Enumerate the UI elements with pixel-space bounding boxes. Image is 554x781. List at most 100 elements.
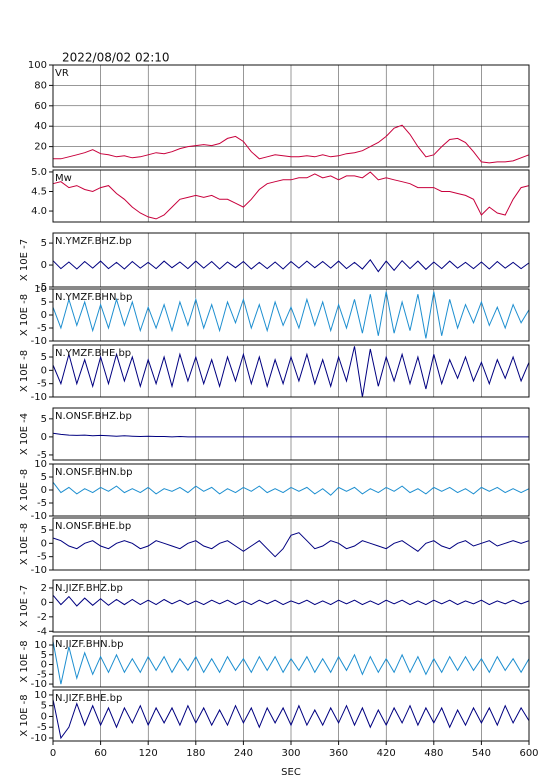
x-tick-label: 240	[234, 748, 253, 759]
waveform-trace	[52, 346, 530, 398]
y-tick-label: 10	[34, 640, 47, 651]
panel-frame	[52, 517, 530, 571]
waveform-trace	[52, 481, 530, 496]
y-tick-label: 0	[41, 660, 47, 671]
panel-label: Mw	[55, 173, 72, 184]
y-tick-label: -10	[31, 336, 47, 347]
y-tick-label: -5	[37, 722, 47, 733]
y-tick-label: 20	[34, 142, 47, 153]
y-tick-label: -5	[37, 498, 47, 509]
y-axis-label: X 10E -7	[19, 239, 30, 281]
y-tick-label: -5	[37, 323, 47, 334]
y-tick-label: 0	[41, 260, 47, 271]
y-axis-label: X 10E -8	[19, 469, 30, 511]
y-tick-label: -5	[37, 379, 47, 390]
y-tick-label: 5.0	[31, 167, 47, 178]
y-axis-label: X 10E -8	[19, 294, 30, 336]
y-tick-label: 5	[41, 352, 47, 363]
y-tick-label: 4.0	[31, 206, 47, 217]
y-axis-label: X 10E -8	[19, 694, 30, 736]
panel-frame	[52, 232, 530, 288]
y-tick-label: -10	[31, 733, 47, 744]
waveform-trace	[52, 171, 530, 220]
y-tick-label: 10	[34, 459, 47, 470]
panel-frame	[52, 344, 530, 398]
y-tick-label: 80	[34, 80, 47, 91]
y-tick-label: 5	[41, 650, 47, 661]
y-tick-label: -5	[37, 669, 47, 680]
panel-frame	[52, 463, 530, 517]
panel-label: N.ONSF.BHZ.bp	[55, 411, 132, 422]
y-tick-label: 5	[41, 701, 47, 712]
y-tick-label: 0	[41, 538, 47, 549]
waveform-trace	[52, 699, 530, 740]
y-tick-label: 5	[41, 525, 47, 536]
y-tick-label: 60	[34, 101, 47, 112]
panel-frame	[52, 169, 530, 223]
y-tick-label: -4	[37, 626, 47, 637]
panel-label: N.YMZF.BHZ.bp	[55, 236, 132, 247]
panel-frame	[52, 64, 530, 168]
panel-label: N.ONSF.BHN.bp	[55, 467, 132, 478]
y-tick-label: 0	[41, 597, 47, 608]
y-axis-label: X 10E -4	[19, 413, 30, 455]
waveform-trace	[52, 532, 530, 558]
figure-title: 2022/08/02 02:10	[62, 51, 170, 65]
y-tick-label: -2	[37, 612, 47, 623]
panel-label: N.JIZF.BHZ.bp	[55, 583, 123, 594]
y-tick-label: -10	[31, 392, 47, 403]
x-tick-label: 480	[424, 748, 443, 759]
y-tick-label: 2	[41, 583, 47, 594]
x-tick-label: 360	[329, 748, 348, 759]
panel-label: N.YMZF.BHN.bp	[55, 292, 132, 303]
waveform-trace	[52, 641, 530, 685]
y-tick-label: 40	[34, 121, 47, 132]
x-tick-label: 120	[139, 748, 158, 759]
x-tick-label: 180	[186, 748, 205, 759]
panel-frame	[52, 407, 530, 461]
panel-frame	[52, 288, 530, 342]
x-axis-label: SEC	[281, 767, 301, 778]
y-tick-label: 4.5	[31, 187, 47, 198]
panel-frame	[52, 635, 530, 688]
waveform-trace	[52, 258, 530, 273]
panel-label: N.ONSF.BHE.bp	[55, 521, 131, 532]
y-tick-label: 5	[41, 472, 47, 483]
waveform-trace	[52, 432, 529, 438]
panel-frame	[52, 579, 530, 633]
y-tick-label: -10	[31, 511, 47, 522]
y-tick-label: 100	[28, 60, 47, 71]
x-tick-label: 540	[472, 748, 491, 759]
x-tick-label: 0	[50, 748, 56, 759]
y-tick-label: 10	[34, 690, 47, 701]
y-axis-label: X 10E -8	[19, 523, 30, 565]
y-tick-label: 10	[34, 284, 47, 295]
y-axis-label: X 10E -8	[19, 640, 30, 682]
x-tick-label: 420	[377, 748, 396, 759]
x-tick-label: 60	[94, 748, 107, 759]
y-tick-label: 0	[41, 485, 47, 496]
x-tick-label: 600	[519, 748, 538, 759]
y-tick-label: -5	[37, 282, 47, 293]
panel-frame	[52, 689, 530, 742]
y-tick-label: 5	[41, 238, 47, 249]
y-tick-label: 0	[41, 432, 47, 443]
panel-label: VR	[55, 68, 69, 79]
y-tick-label: -10	[31, 679, 47, 690]
y-tick-label: 5	[41, 297, 47, 308]
y-tick-label: 0	[41, 310, 47, 321]
waveform-trace	[52, 594, 530, 607]
y-axis-label: X 10E -7	[19, 585, 30, 627]
waveform-trace	[52, 291, 530, 339]
y-tick-label: -5	[37, 450, 47, 461]
y-tick-label: 5	[41, 414, 47, 425]
y-tick-label: -10	[31, 565, 47, 576]
panel-label: N.JIZF.BHN.bp	[55, 639, 123, 650]
x-tick-label: 300	[281, 748, 300, 759]
y-axis-label: X 10E -8	[19, 350, 30, 392]
waveform-trace	[53, 124, 530, 164]
y-tick-label: 0	[41, 711, 47, 722]
panel-label: N.JIZF.BHE.bp	[55, 693, 122, 704]
panel-label: N.YMZF.BHE.bp	[55, 348, 131, 359]
